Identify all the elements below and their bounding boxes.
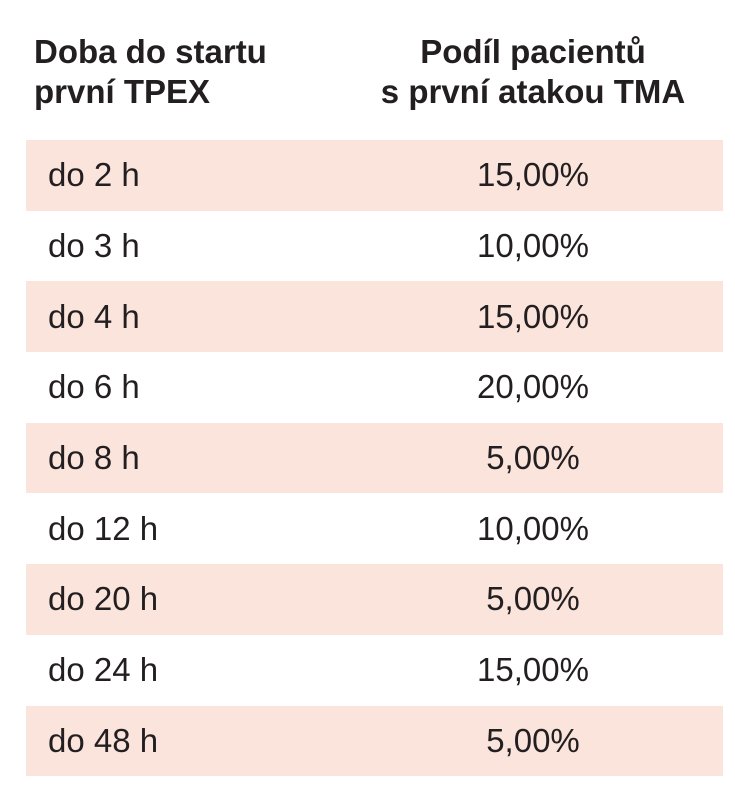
cell-time: do 8 h [48,439,140,477]
cell-share: 5,00% [486,721,580,759]
column-header-share-line2: s první atakou TMA [380,73,686,110]
cell-time: do 2 h [48,156,140,194]
table-row: do 12 h 10,00% [26,493,723,564]
column-header-time-line2: první TPEX [34,73,211,110]
cell-time: do 4 h [48,297,140,335]
table-row: do 2 h 15,00% [26,140,723,211]
table-row: do 8 h 5,00% [26,422,723,494]
cell-share: 10,00% [477,227,589,265]
data-table: Doba do startu první TPEX Podíl pacientů… [26,22,723,777]
cell-share: 15,00% [477,297,589,335]
column-header-share: Podíl pacientů s první atakou TMA [343,22,723,112]
table-header: Doba do startu první TPEX Podíl pacientů… [26,22,723,140]
table-row: do 3 h 10,00% [26,211,723,282]
cell-time: do 3 h [48,227,140,265]
cell-share: 15,00% [477,156,589,194]
cell-share: 5,00% [486,439,580,477]
cell-share: 20,00% [477,368,589,406]
table-row: do 4 h 15,00% [26,281,723,353]
cell-share: 15,00% [477,651,589,689]
table-row: do 20 h 5,00% [26,564,723,635]
cell-time: do 20 h [48,580,159,618]
cell-time: do 6 h [48,368,140,406]
cell-share: 10,00% [477,509,589,547]
table-row: do 24 h 15,00% [26,635,723,706]
cell-time: do 24 h [48,651,159,689]
column-header-time-line1: Doba do startu [34,33,267,70]
column-header-time: Doba do startu první TPEX [26,22,343,112]
cell-time: do 12 h [48,509,159,547]
table-row: do 6 h 20,00% [26,352,723,423]
table-row: do 48 h 5,00% [26,705,723,777]
cell-share: 5,00% [486,580,580,618]
cell-time: do 48 h [48,721,159,759]
column-header-share-line1: Podíl pacientů [420,33,646,70]
